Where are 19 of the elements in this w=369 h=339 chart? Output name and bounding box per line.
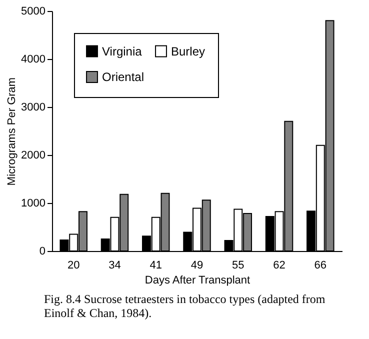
caption: Fig. 8.4 Sucrose tetraesters in tobacco types (adapted from Einolf & Chan, 1984).: [44, 292, 326, 321]
y-axis-title: Micrograms Per Gram: [6, 77, 18, 186]
legend-label: Burley: [171, 44, 206, 58]
y-tick-label: 4000: [21, 54, 46, 66]
y-tick-label: 1000: [21, 198, 46, 210]
x-tick-label: 55: [232, 260, 244, 272]
x-tick-label: 62: [273, 260, 286, 272]
x-tick-label: 34: [108, 260, 121, 272]
x-axis-title: Days After Transplant: [144, 274, 250, 286]
x-tick-label: 49: [190, 260, 204, 272]
y-tick-label: 5000: [21, 6, 46, 18]
legend-label: Virginia: [102, 44, 142, 58]
y-tick-label: 2000: [21, 150, 46, 162]
y-tick-label: 0: [39, 246, 46, 258]
y-tick-label: 3000: [21, 102, 46, 114]
x-tick-label: 41: [150, 260, 162, 272]
x-tick-label: 66: [314, 260, 327, 272]
x-tick-label: 20: [67, 260, 80, 272]
legend-label: Oriental: [102, 70, 144, 84]
